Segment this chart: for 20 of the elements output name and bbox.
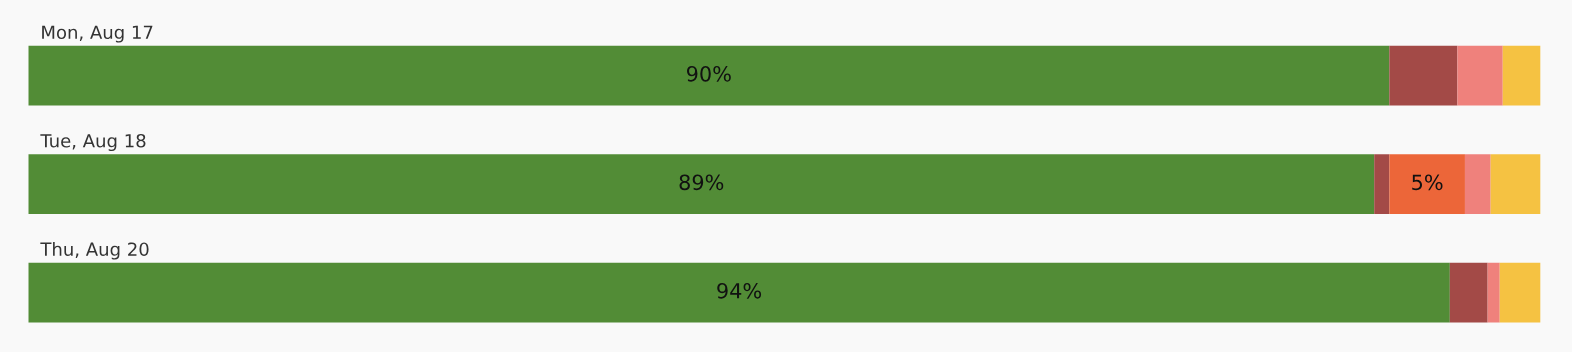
y-tick-label: Mon, Aug 17	[42, 25, 153, 43]
bar	[28, 45, 1390, 106]
data-label: 5%	[1412, 174, 1443, 191]
bar	[1490, 154, 1541, 214]
bar	[28, 262, 1450, 323]
bar	[1464, 154, 1491, 214]
data-label: 94%	[717, 282, 762, 299]
bar	[1502, 45, 1541, 106]
bar	[28, 154, 1375, 214]
bar	[1389, 154, 1465, 214]
y-tick-label: Tue, Aug 18	[40, 133, 146, 152]
bar	[1457, 45, 1503, 106]
bar	[1499, 262, 1541, 323]
bar	[1449, 262, 1488, 323]
bar	[1487, 262, 1500, 323]
bar	[1389, 45, 1458, 106]
data-label: 89%	[679, 174, 724, 191]
data-label: 90%	[686, 65, 731, 82]
bar	[1374, 154, 1390, 214]
y-tick-label: Thu, Aug 20	[40, 242, 149, 260]
